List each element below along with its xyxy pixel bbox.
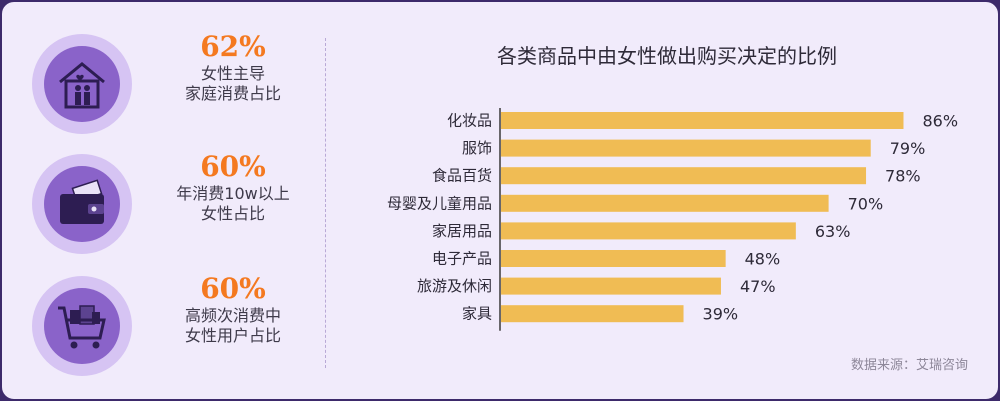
data-label: 86% <box>922 112 958 131</box>
category-label: 化妆品 <box>447 112 492 130</box>
stat-label-line2: 女性占比 <box>200 204 265 223</box>
stat-household-consumption: 62% 女性主导 家庭消费占比 <box>30 30 320 138</box>
shopping-cart-icon <box>58 305 106 349</box>
stat-label-line2: 家庭消费占比 <box>184 84 281 103</box>
stat-label-line1: 高频次消费中 <box>184 306 281 325</box>
bar <box>501 194 829 212</box>
category-label: 电子产品 <box>432 250 492 268</box>
bar <box>501 277 721 295</box>
data-label: 79% <box>890 139 926 158</box>
bar <box>501 250 726 267</box>
stat-value: 62% <box>200 30 266 63</box>
data-label: 78% <box>885 167 921 186</box>
bar <box>501 112 904 129</box>
house-family-icon <box>59 62 105 109</box>
stat-value: 60% <box>200 150 266 183</box>
bar <box>501 167 867 185</box>
category-label: 母婴及儿童用品 <box>387 194 492 212</box>
bar <box>501 222 796 240</box>
divider <box>325 38 326 368</box>
chart-title: 各类商品中由女性做出购买决定的比例 <box>497 44 837 68</box>
bar <box>501 305 684 323</box>
category-label: 家具 <box>462 305 492 323</box>
stat-label-line2: 女性用户占比 <box>184 326 281 345</box>
data-label: 48% <box>745 250 781 269</box>
category-label: 家居用品 <box>432 222 492 240</box>
wallet-icon <box>60 179 104 224</box>
category-label: 旅游及休闲 <box>417 277 492 295</box>
category-label: 食品百货 <box>432 167 492 185</box>
data-label: 39% <box>703 305 739 324</box>
stat-label-line1: 年消费10w以上 <box>176 184 290 203</box>
stat-high-frequency-women: 60% 高频次消费中 女性用户占比 <box>30 272 320 380</box>
bar-chart: 化妆品 86% 服饰 79% 食品百货 78% 母婴及儿童用品 70% 家居用品 63% 电子产品 4… <box>387 108 958 331</box>
stat-label-line1: 女性主导 <box>200 64 265 83</box>
data-label: 63% <box>815 222 851 241</box>
source-note: 数据来源：艾瑞咨询 <box>850 358 968 373</box>
stat-icon-ring <box>32 154 132 254</box>
data-label: 70% <box>848 194 884 213</box>
category-label: 服饰 <box>462 139 492 157</box>
stat-icon-ring <box>32 34 132 134</box>
stat-high-spend-women: 60% 年消费10w以上 女性占比 <box>30 150 320 258</box>
stat-icon-ring <box>32 276 132 376</box>
stat-value: 60% <box>200 272 266 305</box>
data-label: 47% <box>740 277 776 296</box>
bar <box>501 139 871 157</box>
